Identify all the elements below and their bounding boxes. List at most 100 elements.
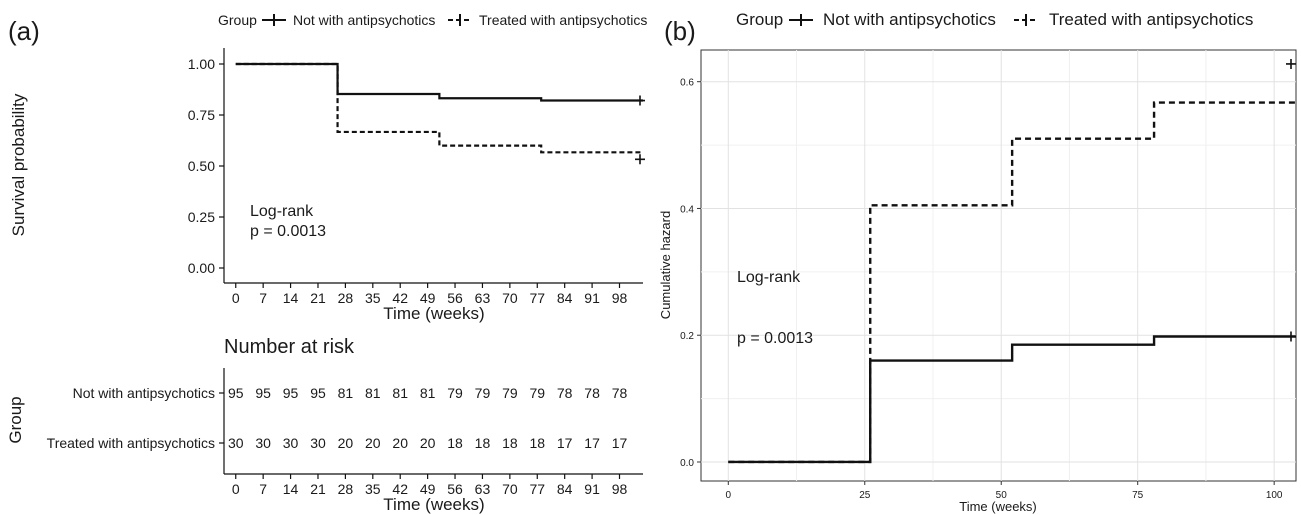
risk-table-x-ticks: 0 7 14 21 28 35 42 49 56 63 70 77 84 91 98	[232, 474, 628, 497]
survival-x-tick-label: 84	[557, 290, 573, 306]
hazard-x-tick-label: 25	[859, 490, 871, 501]
hazard-series	[728, 58, 1296, 464]
panel-b-annotation-line1: Log-rank	[737, 269, 801, 286]
panel-a-legend: Group Not with antipsychotics Treated wi…	[218, 12, 647, 28]
panel-a-legend-title: Group	[218, 12, 257, 28]
risk-cell: 17	[612, 435, 628, 451]
risk-cell: 81	[338, 385, 354, 401]
panel-b-ylabel: Cumulative hazard	[658, 211, 673, 319]
survival-x-tick-label: 98	[612, 290, 628, 306]
panel-b-legend: Group Not with antipsychotics Treated wi…	[736, 10, 1253, 29]
risk-x-tick-label: 7	[259, 481, 267, 497]
risk-x-tick-label: 77	[529, 481, 545, 497]
risk-cell: 30	[228, 435, 244, 451]
panel-b: (b) Group Not with antipsychotics Treate…	[658, 10, 1297, 514]
risk-cell: 79	[447, 385, 463, 401]
panel-a-label: (a)	[8, 16, 40, 46]
risk-cell: 78	[557, 385, 573, 401]
panel-a-annotation-line2: p = 0.0013	[250, 223, 326, 240]
hazard-x-tick-label: 100	[1266, 490, 1283, 501]
panel-a-legend-item-treated: Treated with antipsychotics	[479, 12, 647, 28]
risk-cell: 81	[365, 385, 381, 401]
risk-x-tick-label: 84	[557, 481, 573, 497]
risk-table-title: Number at risk	[224, 336, 355, 358]
hazard-y-tick-label: 0.0	[680, 458, 694, 469]
survival-line-not	[235, 62, 643, 102]
risk-cell: 18	[447, 435, 463, 451]
risk-row-label: Treated with antipsychotics	[47, 435, 215, 451]
survival-x-tick-label: 56	[447, 290, 463, 306]
risk-cell: 18	[529, 435, 545, 451]
risk-x-tick-label: 0	[232, 481, 240, 497]
risk-cell: 81	[420, 385, 436, 401]
risk-x-tick-label: 49	[420, 481, 436, 497]
risk-x-tick-label: 21	[310, 481, 326, 497]
risk-x-tick-label: 91	[584, 481, 600, 497]
risk-cell: 20	[420, 435, 436, 451]
hazard-x-tick-label: 50	[996, 490, 1008, 501]
risk-table-ylabel: Group	[6, 396, 25, 443]
panel-a: (a) Group Not with antipsychotics Treate…	[6, 12, 647, 514]
censor-mark	[1286, 331, 1296, 342]
hazard-x-tick-label: 0	[726, 490, 732, 501]
legend-key-solid	[262, 14, 286, 26]
risk-x-tick-label: 98	[612, 481, 628, 497]
risk-cell: 81	[392, 385, 408, 401]
survival-x-tick-label: 28	[338, 290, 354, 306]
survival-x-tick-label: 21	[310, 290, 326, 306]
panel-a-xlabel: Time (weeks)	[383, 304, 484, 323]
risk-cell: 18	[502, 435, 518, 451]
survival-x-tick-label: 7	[259, 290, 267, 306]
risk-x-tick-label: 63	[475, 481, 491, 497]
survival-x-tick-label: 70	[502, 290, 518, 306]
censor-mark	[1286, 58, 1296, 69]
risk-row-label: Not with antipsychotics	[73, 385, 215, 401]
survival-x-tick-label: 63	[475, 290, 491, 306]
risk-x-tick-label: 70	[502, 481, 518, 497]
risk-cell: 30	[255, 435, 271, 451]
risk-x-tick-label: 42	[392, 481, 408, 497]
panel-b-xlabel: Time (weeks)	[959, 499, 1037, 514]
hazard-grid	[701, 50, 1296, 481]
survival-x-tick-label: 0	[232, 290, 240, 306]
legend-key-solid	[789, 14, 813, 26]
panel-b-legend-title: Group	[736, 10, 783, 29]
survival-y-tick-label: 0.50	[188, 158, 215, 174]
hazard-y-tick-label: 0.4	[680, 204, 694, 215]
risk-cell: 95	[228, 385, 244, 401]
survival-y-tick-label: 1.00	[188, 56, 215, 72]
censor-mark	[635, 154, 645, 165]
hazard-panel-frame	[700, 49, 1297, 482]
hazard-y-tick-label: 0.2	[680, 331, 694, 342]
risk-table: Number at risk Group Not with antipsycho…	[6, 336, 643, 514]
risk-cell: 78	[584, 385, 600, 401]
hazard-x-ticks: 0 25 50 75 100	[726, 481, 1283, 501]
hazard-line-treated	[728, 101, 1296, 464]
survival-x-tick-label: 35	[365, 290, 381, 306]
survival-x-tick-label: 49	[420, 290, 436, 306]
survival-y-tick-label: 0.00	[188, 260, 215, 276]
panel-b-annotation-line2: p = 0.0013	[737, 330, 813, 347]
risk-cell: 30	[283, 435, 299, 451]
risk-cell: 20	[365, 435, 381, 451]
risk-cell: 95	[255, 385, 271, 401]
survival-y-tick-label: 0.75	[188, 107, 215, 123]
hazard-plot: 0.0 0.2 0.4 0.6 0 25 50 75 100	[680, 49, 1297, 501]
panel-b-legend-item-not: Not with antipsychotics	[823, 10, 996, 29]
survival-x-tick-label: 77	[529, 290, 545, 306]
risk-table-rows: Not with antipsychotics 95 95 95 95 81 81 81 81 7…	[47, 385, 628, 451]
panel-a-legend-item-not: Not with antipsychotics	[293, 12, 435, 28]
risk-x-tick-label: 35	[365, 481, 381, 497]
survival-series	[235, 62, 645, 165]
risk-x-tick-label: 28	[338, 481, 354, 497]
panel-a-annotation-line1: Log-rank	[250, 203, 314, 220]
risk-cell: 20	[392, 435, 408, 451]
legend-key-dashed	[1014, 14, 1038, 26]
risk-cell: 79	[529, 385, 545, 401]
survival-x-ticks: 0 7 14 21 28 35 42 49 56 63 70 77 84 91 98	[232, 283, 628, 306]
risk-x-tick-label: 56	[447, 481, 463, 497]
legend-key-dashed	[448, 14, 472, 26]
risk-cell: 95	[310, 385, 326, 401]
survival-x-tick-label: 14	[283, 290, 299, 306]
